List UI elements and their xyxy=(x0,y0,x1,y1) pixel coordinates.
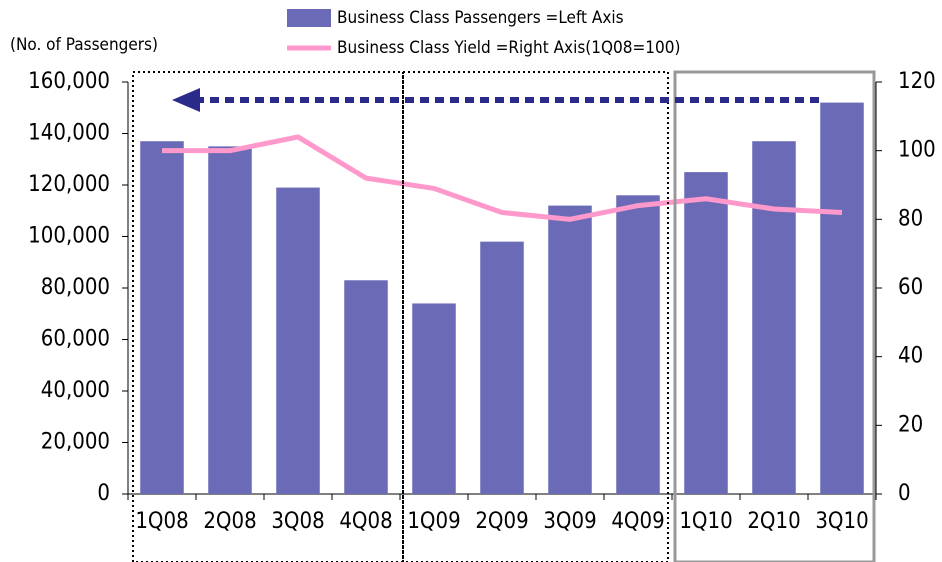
x-tick-label: 1Q09 xyxy=(407,509,460,534)
y2-tick-label: 40 xyxy=(898,344,923,369)
y-tick-label: 80,000 xyxy=(41,275,110,300)
arrow-head xyxy=(172,88,200,112)
bar xyxy=(548,205,592,494)
x-tick-label: 2Q09 xyxy=(475,509,528,534)
bar xyxy=(344,280,388,494)
x-tick-label: 2Q08 xyxy=(203,509,256,534)
bar xyxy=(412,303,456,494)
legend-swatch xyxy=(287,9,331,27)
y-tick-label: 40,000 xyxy=(41,378,110,403)
y2-tick-label: 80 xyxy=(898,206,923,231)
bar xyxy=(616,195,660,495)
bar xyxy=(820,102,864,494)
x-tick-label: 4Q08 xyxy=(339,509,392,534)
y2-tick-label: 0 xyxy=(898,481,911,506)
y-tick-label: 20,000 xyxy=(41,430,110,455)
period-box xyxy=(402,71,669,562)
bar xyxy=(752,141,796,494)
period-box xyxy=(673,70,876,562)
y-tick-label: 60,000 xyxy=(41,327,110,352)
bar xyxy=(684,172,728,494)
x-tick-label: 3Q08 xyxy=(271,509,324,534)
bar xyxy=(140,141,184,494)
y-tick-label: 0 xyxy=(97,481,110,506)
x-tick-label: 1Q08 xyxy=(135,509,188,534)
bar xyxy=(276,187,320,494)
y-axis-label: (No. of Passengers) xyxy=(10,35,158,55)
yield-line xyxy=(162,134,843,222)
x-tick-label: 1Q10 xyxy=(679,509,732,534)
x-tick-label: 3Q10 xyxy=(815,509,868,534)
legend-label: Business Class Passengers =Left Axis xyxy=(337,8,624,28)
y2-tick-label: 60 xyxy=(898,275,923,300)
y-tick-label: 140,000 xyxy=(28,121,110,146)
x-tick-label: 2Q10 xyxy=(747,509,800,534)
y-tick-label: 160,000 xyxy=(28,69,110,94)
y2-tick-label: 120 xyxy=(898,69,936,94)
y2-tick-label: 20 xyxy=(898,412,923,437)
x-tick-label: 3Q09 xyxy=(543,509,596,534)
y-tick-label: 100,000 xyxy=(28,224,110,249)
y-tick-label: 120,000 xyxy=(28,172,110,197)
x-tick-label: 4Q09 xyxy=(611,509,664,534)
y2-tick-label: 100 xyxy=(898,138,936,163)
bar xyxy=(208,146,252,494)
bar xyxy=(480,241,524,494)
legend-label: Business Class Yield =Right Axis(1Q08=10… xyxy=(337,38,680,58)
